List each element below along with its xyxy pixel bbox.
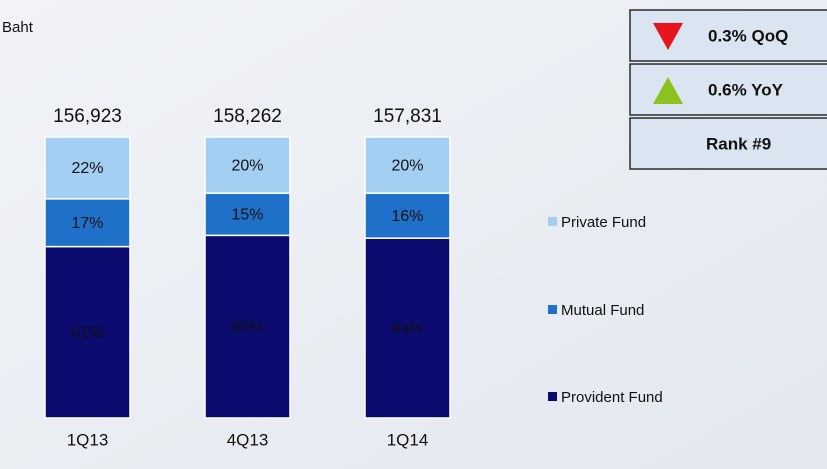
indicator-text: 0.6% YoY [708,80,784,99]
indicator-box [629,117,827,170]
value-label: 61% [71,325,103,342]
indicator-text: 0.3% QoQ [708,26,788,45]
value-label: 20% [231,157,263,174]
total-label: 157,831 [373,106,442,127]
value-label: 22% [71,160,103,177]
total-label: 158,262 [213,106,282,127]
bar-segment [204,136,291,194]
bar-segment [44,245,131,419]
legend-label: Provident Fund [561,389,663,406]
bar-segment [204,234,291,419]
bar-segment [364,192,451,239]
value-label: 64% [391,320,423,337]
value-label: 17% [71,215,103,232]
bar-segment [364,136,451,194]
bar-segment [44,136,131,200]
bar-segment [364,237,451,419]
total-label: 156,923 [53,106,122,127]
indicator-text: Rank #9 [706,134,771,153]
value-label: 16% [391,208,423,225]
legend-swatch [548,392,557,401]
unit-label: Baht [2,19,34,36]
x-tick-label: 1Q14 [387,430,429,449]
legend-label: Private Fund [561,214,646,231]
x-tick-label: 4Q13 [227,430,269,449]
x-tick-label: 1Q13 [67,430,109,449]
legend-swatch [548,305,557,314]
value-label: 20% [391,157,423,174]
legend-label: Mutual Fund [561,302,644,319]
legend-swatch [548,217,557,226]
value-label: 65% [231,319,263,336]
value-label: 15% [231,206,263,223]
indicator-box [629,9,827,62]
down-arrow [653,23,683,50]
up-arrow [653,77,683,104]
